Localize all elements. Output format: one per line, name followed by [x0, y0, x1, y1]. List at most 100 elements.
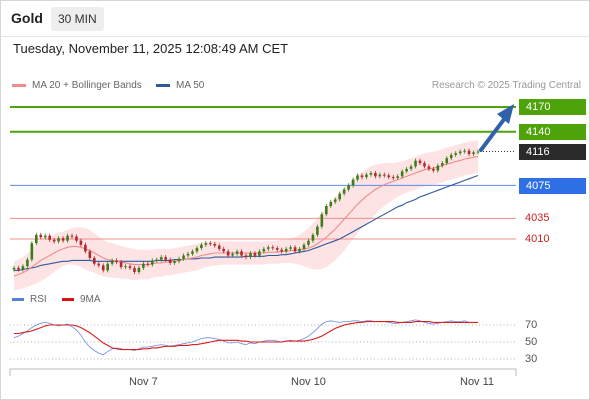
legend-9ma: 9MA — [62, 294, 101, 305]
candle-body — [151, 260, 154, 265]
candle-body — [182, 255, 185, 259]
candle-body — [106, 263, 109, 271]
candle-body — [231, 253, 234, 256]
ma20-swatch — [12, 84, 26, 87]
candle-body — [240, 251, 243, 256]
candle-body — [142, 263, 145, 268]
candle-body — [253, 253, 257, 256]
candle-body — [467, 150, 471, 155]
candle-body — [284, 248, 288, 252]
candle-body — [195, 248, 199, 252]
candle-body — [43, 235, 47, 238]
candle-body — [164, 257, 167, 260]
candle-body — [275, 248, 279, 250]
candle-body — [298, 248, 301, 252]
level-4170-label: 4170 — [519, 99, 586, 115]
candle-body — [338, 193, 341, 200]
candle-body — [21, 266, 25, 270]
candle-body — [204, 243, 208, 245]
candle-body — [356, 175, 359, 180]
candle-body — [271, 247, 275, 249]
candle-body — [378, 174, 382, 177]
candle-body — [61, 238, 65, 241]
candle-body — [200, 244, 203, 249]
candle-body — [405, 168, 408, 172]
candle-body — [441, 163, 444, 166]
legend-ma20: MA 20 + Bollinger Bands — [12, 80, 142, 91]
ma50-swatch — [156, 84, 170, 87]
candle-body — [400, 171, 404, 177]
candle-body — [97, 263, 101, 266]
candle-body — [133, 267, 136, 272]
legend-ma50-label: MA 50 — [176, 80, 205, 91]
candle-body — [289, 247, 292, 249]
candle-body — [472, 152, 475, 155]
level-4140-label: 4140 — [519, 124, 586, 140]
candle-body — [409, 166, 413, 169]
candle-body — [374, 173, 377, 177]
candle-body — [396, 176, 399, 178]
candle-body — [244, 255, 248, 258]
candle-body — [173, 261, 176, 263]
credit-text: Research © 2025 Trading Central — [431, 80, 581, 91]
candle-body — [262, 248, 266, 252]
candle-body — [333, 199, 337, 202]
candle-body — [213, 243, 217, 246]
timeframe-chip[interactable]: 30 MIN — [51, 7, 104, 31]
header-divider — [0, 36, 590, 37]
ma9-swatch — [62, 298, 74, 301]
x-tick-nov10: Nov 10 — [291, 376, 326, 388]
candle-body — [347, 185, 350, 190]
legend-ma20-label: MA 20 + Bollinger Bands — [32, 80, 142, 91]
candle-body — [75, 236, 78, 241]
candle-body — [110, 260, 114, 264]
candle-body — [316, 226, 319, 235]
instrument-title: Gold — [11, 10, 43, 26]
candle-body — [249, 253, 252, 258]
candle-body — [52, 239, 56, 242]
candle-body — [48, 235, 51, 240]
candle-body — [101, 265, 105, 271]
candle-body — [119, 262, 123, 268]
candle-body — [66, 235, 69, 241]
level-4010-label: 4010 — [525, 233, 550, 245]
candle-body — [463, 150, 466, 152]
candle-body — [449, 154, 453, 159]
datetime-stamp: Tuesday, November 11, 2025 12:08:49 AM C… — [13, 41, 289, 56]
candle-body — [432, 168, 435, 171]
candle-body — [124, 266, 127, 268]
candle-body — [267, 247, 270, 249]
candle-body — [302, 244, 306, 249]
candle-body — [280, 249, 283, 252]
candle-body — [423, 163, 426, 167]
candle-body — [391, 177, 395, 179]
rsi-tick-70: 70 — [525, 319, 538, 331]
candle-body — [84, 244, 87, 252]
candle-body — [168, 259, 172, 263]
candle-body — [39, 234, 43, 238]
rsi-tick-30: 30 — [525, 353, 538, 365]
candle-body — [329, 201, 333, 206]
candle-body — [351, 179, 355, 186]
candle-body — [325, 206, 328, 215]
candle-body — [445, 158, 449, 164]
candle-body — [293, 247, 297, 252]
candle-body — [12, 267, 16, 270]
candle-body — [128, 266, 132, 268]
candle-body — [159, 257, 163, 260]
candle-body — [191, 251, 194, 254]
candle-body — [369, 173, 373, 175]
candle-body — [93, 257, 96, 264]
candle-body — [436, 165, 440, 171]
candle-body — [476, 151, 480, 153]
candle-body — [146, 263, 150, 265]
candle-body — [414, 160, 417, 167]
candle-body — [26, 259, 29, 267]
candle-body — [235, 251, 239, 254]
candle-body — [360, 175, 364, 178]
candle-body — [115, 260, 118, 263]
legend-ma50: MA 50 — [156, 80, 204, 91]
candle-body — [383, 174, 386, 176]
x-tick-nov7: Nov 7 — [129, 376, 158, 388]
